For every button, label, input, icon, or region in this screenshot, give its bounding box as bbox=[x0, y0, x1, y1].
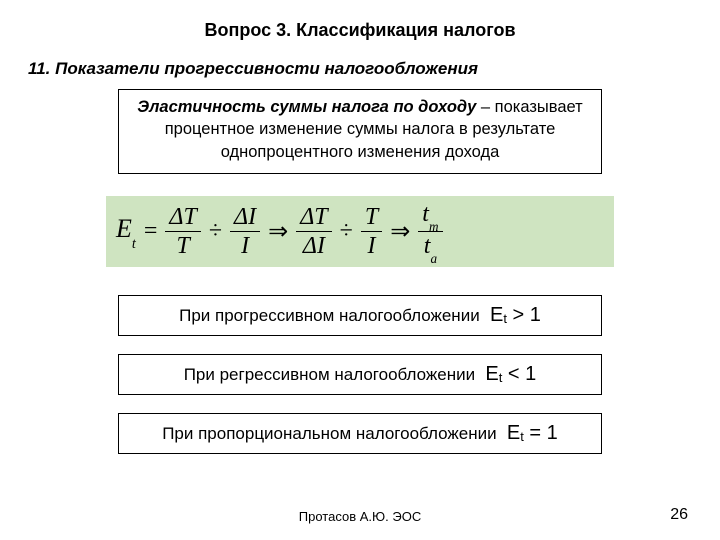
formula-container: Et = ΔT T ÷ ΔI I ⇒ ΔT ΔI ÷ T I ⇒ tm ta bbox=[106, 196, 614, 268]
formula: Et = ΔT T ÷ ΔI I ⇒ ΔT ΔI ÷ T I ⇒ tm ta bbox=[106, 196, 614, 268]
divide-sign: ÷ bbox=[207, 218, 224, 245]
arrow-icon: ⇒ bbox=[388, 217, 412, 246]
footer-author: Протасов А.Ю. ЭОС bbox=[0, 509, 720, 524]
condition-expr: Et = 1 bbox=[501, 422, 557, 444]
slide-title: Вопрос 3. Классификация налогов bbox=[28, 20, 692, 41]
definition-term: Эластичность суммы налога по доходу bbox=[137, 98, 476, 116]
fraction-2: ΔI I bbox=[230, 205, 260, 259]
condition-text: При пропорциональном налогообложении bbox=[162, 424, 496, 443]
divide-sign: ÷ bbox=[338, 218, 355, 245]
condition-expr: Et < 1 bbox=[480, 363, 536, 385]
slide-subtitle: 11. Показатели прогрессивности налогообл… bbox=[28, 59, 692, 79]
fraction-1: ΔT T bbox=[165, 205, 200, 259]
condition-text: При регрессивном налогообложении bbox=[184, 365, 475, 384]
fraction-5: tm ta bbox=[418, 202, 442, 262]
condition-box-progressive: При прогрессивном налогообложении Et > 1 bbox=[118, 295, 602, 336]
arrow-icon: ⇒ bbox=[266, 217, 290, 246]
condition-expr: Et > 1 bbox=[484, 304, 540, 326]
page-number: 26 bbox=[670, 506, 688, 524]
condition-box-regressive: При регрессивном налогообложении Et < 1 bbox=[118, 354, 602, 395]
formula-lhs: Et bbox=[116, 214, 136, 248]
definition-dash: – bbox=[476, 98, 494, 116]
condition-box-proportional: При пропорциональном налогообложении Et … bbox=[118, 413, 602, 454]
equals-sign: = bbox=[142, 218, 160, 245]
fraction-4: T I bbox=[361, 205, 382, 259]
fraction-3: ΔT ΔI bbox=[296, 205, 331, 259]
condition-text: При прогрессивном налогообложении bbox=[179, 306, 480, 325]
definition-box: Эластичность суммы налога по доходу – по… bbox=[118, 89, 602, 174]
